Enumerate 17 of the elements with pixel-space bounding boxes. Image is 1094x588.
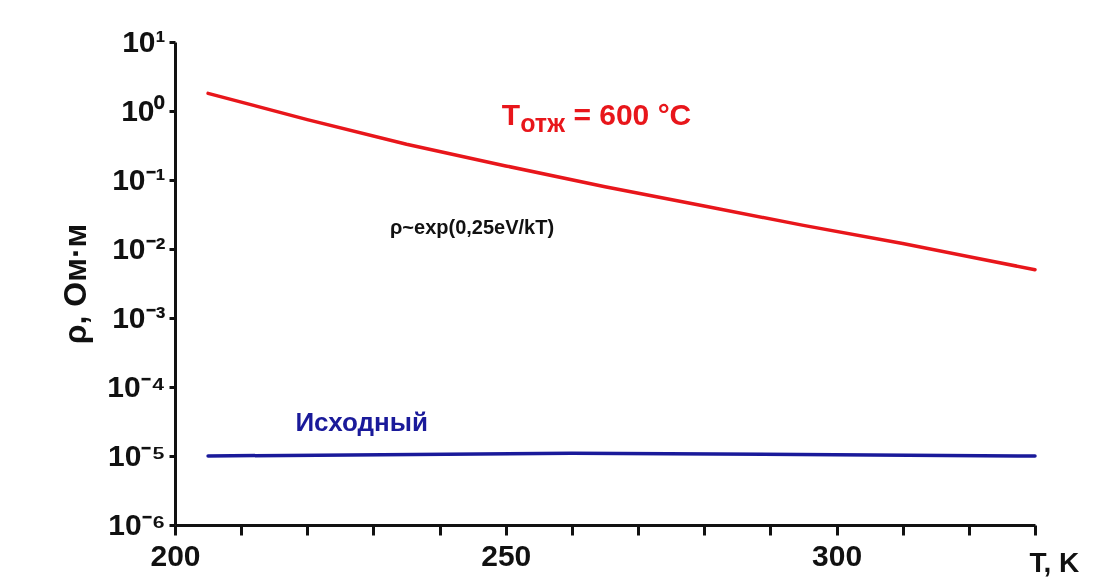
y-tick-label: 10¹ <box>122 24 166 58</box>
y-axis-title: ρ, Ом·м <box>57 223 94 345</box>
x-axis-title: T, K <box>1029 546 1080 578</box>
y-tick-label: 10⁻⁶ <box>108 507 166 541</box>
annotation: ρ~exp(0,25eV/kT) <box>390 215 555 239</box>
y-tick-label: 10⁻⁴ <box>107 369 166 403</box>
y-tick-label: 10⁰ <box>121 93 166 127</box>
series-label: T$_{отж}$ = 600 °C <box>501 97 692 138</box>
y-tick-label: 10⁻¹ <box>112 162 166 196</box>
y-tick-label: 10⁻⁵ <box>108 438 166 472</box>
series-label: Исходный <box>295 406 428 438</box>
line-series <box>206 91 1037 272</box>
x-tick-label: 250 <box>481 538 532 572</box>
x-tick-label: 200 <box>150 538 201 572</box>
y-tick-label: 10⁻² <box>112 231 166 265</box>
y-tick-label: 10⁻³ <box>112 300 166 334</box>
x-tick-label: 300 <box>812 538 863 572</box>
